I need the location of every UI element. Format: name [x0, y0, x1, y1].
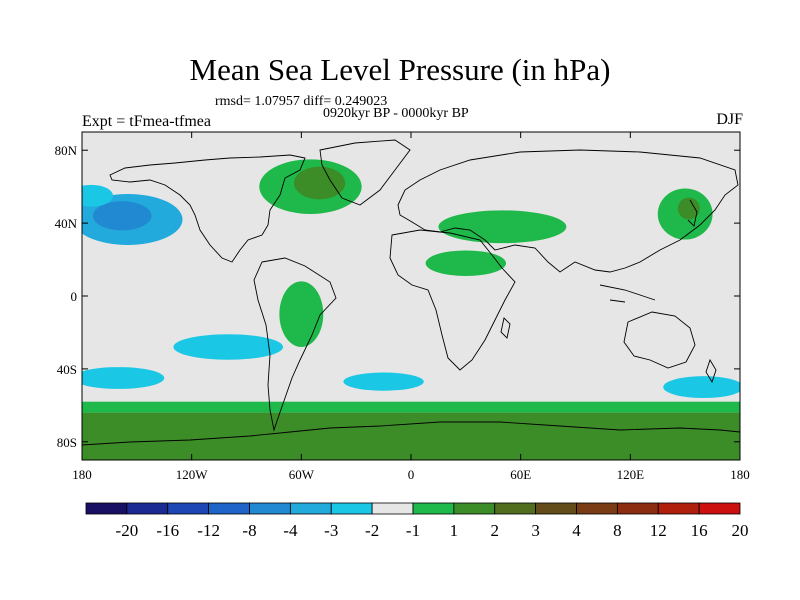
axes: 180 120W 60W 0 60E 120E 180 80N 40N 0 40S 80S	[55, 132, 750, 482]
colorbar-swatch	[494, 502, 537, 515]
north-pacific-low-inner	[92, 201, 152, 231]
north-pacific-tail	[82, 184, 114, 207]
colorbar-swatch	[453, 502, 496, 515]
southern-ocean-band	[82, 401, 740, 413]
x-tick-label: 120E	[617, 467, 645, 482]
colorbar-label: 1	[450, 521, 459, 540]
eurasia-high	[438, 210, 567, 244]
colorbar-swatch	[289, 502, 332, 515]
colorbar-label: 3	[531, 521, 540, 540]
colorbar-label: 4	[572, 521, 581, 540]
colorbar-swatch	[535, 502, 577, 515]
y-tick-label: 40N	[55, 216, 78, 231]
x-tick-label: 0	[408, 467, 415, 482]
colorbar-label: -20	[116, 521, 139, 540]
south-atlantic-low	[343, 372, 424, 391]
colorbar-label: 16	[691, 521, 708, 540]
east-asia-high-inner	[677, 197, 700, 220]
y-tick-label: 80N	[55, 143, 78, 158]
anomaly-field	[82, 159, 740, 460]
x-tick-label: 60E	[510, 467, 531, 482]
colorbar-swatch	[167, 502, 210, 515]
y-tick-label: 40S	[57, 362, 77, 377]
south-america-high	[279, 281, 324, 348]
south-pacific-west	[82, 367, 165, 389]
colorbar-swatch	[576, 502, 618, 515]
chart-title: Mean Sea Level Pressure (in hPa)	[189, 52, 611, 87]
colorbar-label: -4	[283, 521, 298, 540]
x-tick-label: 120W	[176, 467, 209, 482]
colorbar-label: 20	[732, 521, 749, 540]
coastlines	[82, 139, 740, 446]
colorbar-swatch	[330, 502, 373, 515]
antarctic-band	[82, 412, 740, 460]
colorbar-swatch	[698, 502, 741, 515]
rmsd-diff-text: rmsd= 1.07957 diff= 0.249023	[215, 94, 388, 109]
colorbar-label: -1	[406, 521, 420, 540]
colorbar-swatch	[126, 502, 169, 515]
season-text: DJF	[716, 111, 743, 128]
south-pacific-band	[173, 334, 284, 360]
colorbar-swatch	[249, 502, 291, 515]
colorbar-label: 8	[613, 521, 622, 540]
colorbar-swatch	[657, 502, 700, 515]
colorbar: -20 -16 -12 -8 -4 -3 -2 -1 1 2 3 4 8 12 16 20	[85, 502, 749, 540]
colorbar-swatch	[371, 502, 414, 515]
north-atlantic-high-inner	[294, 166, 346, 200]
colorbar-label: -3	[324, 521, 338, 540]
period-text: 0920kyr BP - 0000kyr BP	[323, 106, 469, 121]
colorbar-label: -12	[197, 521, 220, 540]
x-tick-label: 60W	[289, 467, 315, 482]
y-tick-label: 0	[71, 289, 78, 304]
experiment-text: Expt = tFmea-tfmea	[82, 113, 211, 130]
africa-high	[425, 250, 507, 276]
colorbar-label: -8	[242, 521, 256, 540]
colorbar-swatch	[85, 502, 128, 515]
colorbar-label: 2	[491, 521, 500, 540]
colorbar-label: 12	[650, 521, 667, 540]
x-tick-label: 180	[730, 467, 750, 482]
south-indian-low	[663, 376, 740, 399]
y-tick-label: 80S	[57, 435, 77, 450]
colorbar-swatch	[208, 502, 250, 515]
colorbar-swatch	[616, 502, 659, 515]
colorbar-swatch	[412, 502, 455, 515]
colorbar-label: -2	[365, 521, 379, 540]
x-tick-label: 180	[72, 467, 92, 482]
colorbar-label: -16	[156, 521, 179, 540]
